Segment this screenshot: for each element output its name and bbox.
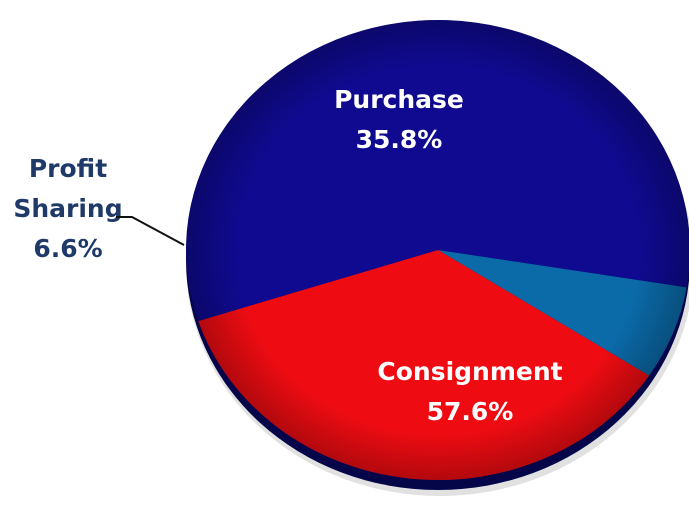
pie-rim-shade [186, 20, 689, 480]
data-label-purchase-value: 35.8% [356, 125, 443, 154]
pie-slices [185, 19, 689, 481]
data-label-profit-sharing-value: 6.6% [33, 234, 102, 263]
data-label-consignment-name: Consignment [377, 357, 562, 386]
pie-labels: Consignment 57.6% Profit Sharing 6.6% Purchas… [13, 85, 562, 426]
data-label-purchase-name: Purchase [334, 85, 464, 114]
data-label-profit-sharing-name: Profit [29, 154, 107, 183]
data-label-profit-sharing-name: Sharing [13, 194, 122, 223]
leader-line-profit-sharing [116, 216, 185, 246]
data-label-consignment-value: 57.6% [427, 397, 514, 426]
